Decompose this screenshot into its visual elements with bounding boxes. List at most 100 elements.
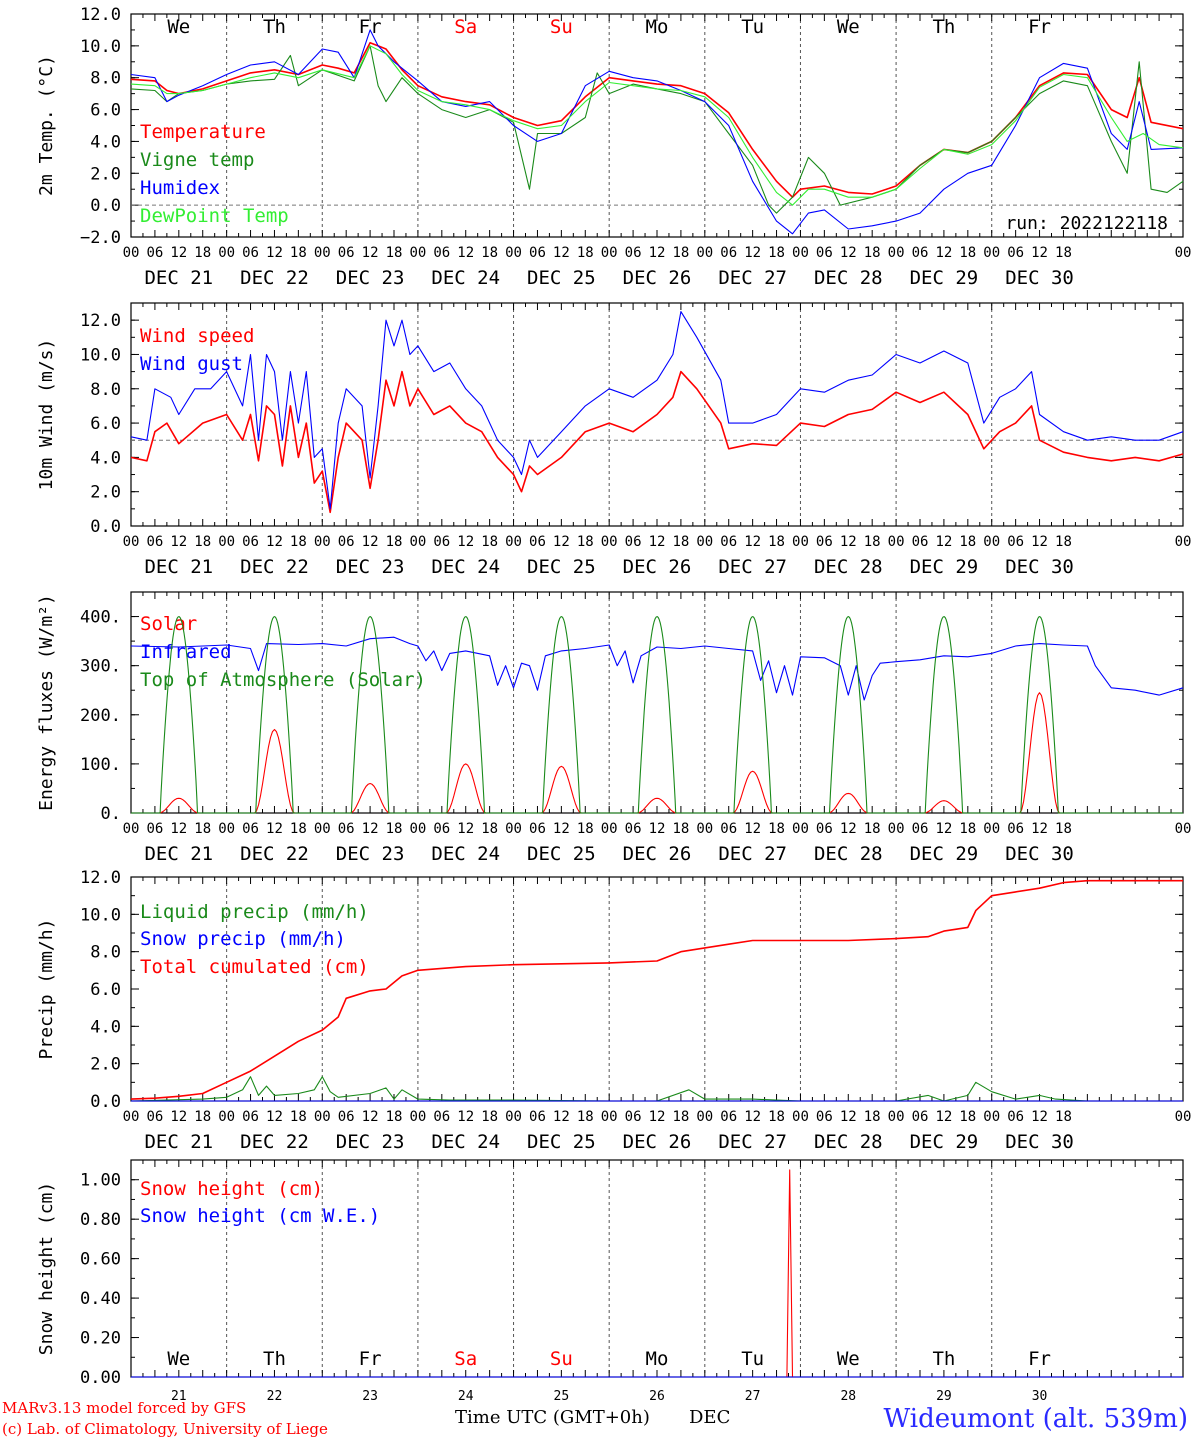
- hour-label: 06: [720, 534, 737, 550]
- wind-panel: 12.0 10.0 8.0 6.0 4.0 2.0 0.0 10m Wind (m/s) Win…: [36, 302, 1191, 578]
- day-number-label: 28: [840, 1389, 856, 1404]
- hour-label: 12: [744, 1109, 761, 1125]
- date-label: DEC 25: [527, 267, 596, 289]
- hour-label: 06: [816, 821, 833, 837]
- hour-label: 12: [362, 534, 379, 550]
- date-label: DEC 26: [623, 267, 692, 289]
- y-tick-label: 0.80: [80, 1210, 121, 1230]
- hour-label: 12: [1031, 245, 1048, 261]
- series-line-solar: [131, 692, 1183, 814]
- hour-label: 06: [1007, 245, 1024, 261]
- date-label: DEC 26: [623, 843, 692, 865]
- date-label: DEC 23: [336, 267, 405, 289]
- series-line-dewpoint-temp: [130, 45, 1184, 206]
- hour-label: 12: [744, 534, 761, 550]
- y-tick-label: 0.20: [80, 1329, 121, 1349]
- y-tick-label: 0.0: [90, 517, 121, 537]
- time-axis-month: DEC: [689, 1407, 730, 1428]
- hour-label: 18: [290, 1109, 307, 1125]
- date-label: DEC 29: [910, 843, 979, 865]
- hour-label: 00: [218, 245, 235, 261]
- hour-label: 12: [362, 245, 379, 261]
- hour-label: 00: [409, 534, 426, 550]
- hour-label: 06: [338, 821, 355, 837]
- hour-label: 06: [146, 821, 163, 837]
- weekday-label: Fr: [1028, 1348, 1051, 1370]
- hour-label: 06: [625, 245, 642, 261]
- series-line-wind-gust: [130, 311, 1184, 510]
- hour-label: 00: [983, 821, 1000, 837]
- y-tick-label: 8.0: [90, 380, 121, 400]
- y-tick-label: 6.0: [90, 980, 121, 1000]
- day-number-label: 24: [458, 1389, 474, 1404]
- date-label: DEC 28: [814, 1131, 883, 1153]
- hour-label: 12: [362, 821, 379, 837]
- hour-label: 12: [935, 534, 952, 550]
- weekday-label: We: [167, 1348, 190, 1370]
- hour-label: 12: [170, 534, 187, 550]
- hour-label: 12: [266, 245, 283, 261]
- date-label: DEC 22: [240, 267, 309, 289]
- hour-label: 06: [816, 534, 833, 550]
- y-tick-label: 400.: [80, 608, 121, 628]
- hour-label: 00: [601, 245, 618, 261]
- y-tick-label: 0.0: [90, 1092, 121, 1112]
- hour-label: 18: [386, 821, 403, 837]
- hour-label: 12: [935, 821, 952, 837]
- hour-label: 12: [744, 821, 761, 837]
- hour-label: 12: [935, 245, 952, 261]
- hour-label: 18: [864, 821, 881, 837]
- hour-label: 18: [481, 534, 498, 550]
- y-tick-label: 6.0: [90, 414, 121, 434]
- hour-label: 00: [888, 1109, 905, 1125]
- hour-label: 00: [505, 534, 522, 550]
- date-label: DEC 25: [527, 843, 596, 865]
- plot-frame: [130, 591, 1184, 814]
- y-axis-label: 2m Temp. (°C): [36, 55, 57, 196]
- hour-label: 06: [816, 245, 833, 261]
- hour-label: 18: [481, 245, 498, 261]
- temp-panel: 12.0 10.0 8.0 6.0 4.0 2.0 0.0 −2.0 2m Temp. (°C)…: [36, 5, 1191, 289]
- date-label: DEC 28: [814, 267, 883, 289]
- y-tick-label: 0.40: [80, 1289, 121, 1309]
- date-label: DEC 27: [718, 1131, 787, 1153]
- hour-label: 00: [696, 534, 713, 550]
- hour-label: 06: [146, 534, 163, 550]
- hour-label: 06: [816, 1109, 833, 1125]
- hour-label: 06: [338, 245, 355, 261]
- precip-panel: 12.0 10.0 8.0 6.0 4.0 2.0 0.0 Precip (mm/h) Liqu…: [36, 868, 1191, 1153]
- series-line-humidex: [130, 29, 1184, 235]
- hour-label: 18: [959, 534, 976, 550]
- hour-label: 12: [649, 534, 666, 550]
- hour-label: 12: [649, 821, 666, 837]
- hour-label: 18: [1055, 245, 1072, 261]
- hour-label: 12: [170, 245, 187, 261]
- weekday-label: Th: [932, 1348, 955, 1370]
- date-label: DEC 23: [336, 556, 405, 578]
- hour-label: 06: [242, 1109, 259, 1125]
- hour-label: 06: [720, 1109, 737, 1125]
- y-tick-label: 1.00: [80, 1171, 121, 1191]
- hour-label: 12: [1031, 534, 1048, 550]
- legend-entry: Top of Atmosphere (Solar): [140, 669, 426, 691]
- hour-label: 18: [481, 1109, 498, 1125]
- hour-label: 00: [505, 821, 522, 837]
- series-line-top-of-atmosphere-solar-: [131, 616, 1183, 814]
- hour-label: 00: [123, 1109, 140, 1125]
- y-tick-label: 8.0: [90, 943, 121, 963]
- hour-label: 00: [505, 245, 522, 261]
- date-label: DEC 29: [910, 267, 979, 289]
- y-tick-label: 4.0: [90, 1017, 121, 1037]
- date-label: DEC 21: [144, 1131, 213, 1153]
- hour-label: 06: [912, 534, 929, 550]
- hour-label: 06: [720, 245, 737, 261]
- hour-label: 12: [840, 534, 857, 550]
- series-line-snow-height-cm-: [131, 1169, 1183, 1378]
- date-label: DEC 28: [814, 556, 883, 578]
- hour-label: 06: [1007, 1109, 1024, 1125]
- legend-entry: Humidex: [140, 177, 220, 199]
- date-label: DEC 22: [240, 556, 309, 578]
- hour-label: 12: [553, 821, 570, 837]
- legend-entry: Wind gust: [140, 353, 243, 375]
- legend-entry: Snow height (cm): [140, 1178, 323, 1200]
